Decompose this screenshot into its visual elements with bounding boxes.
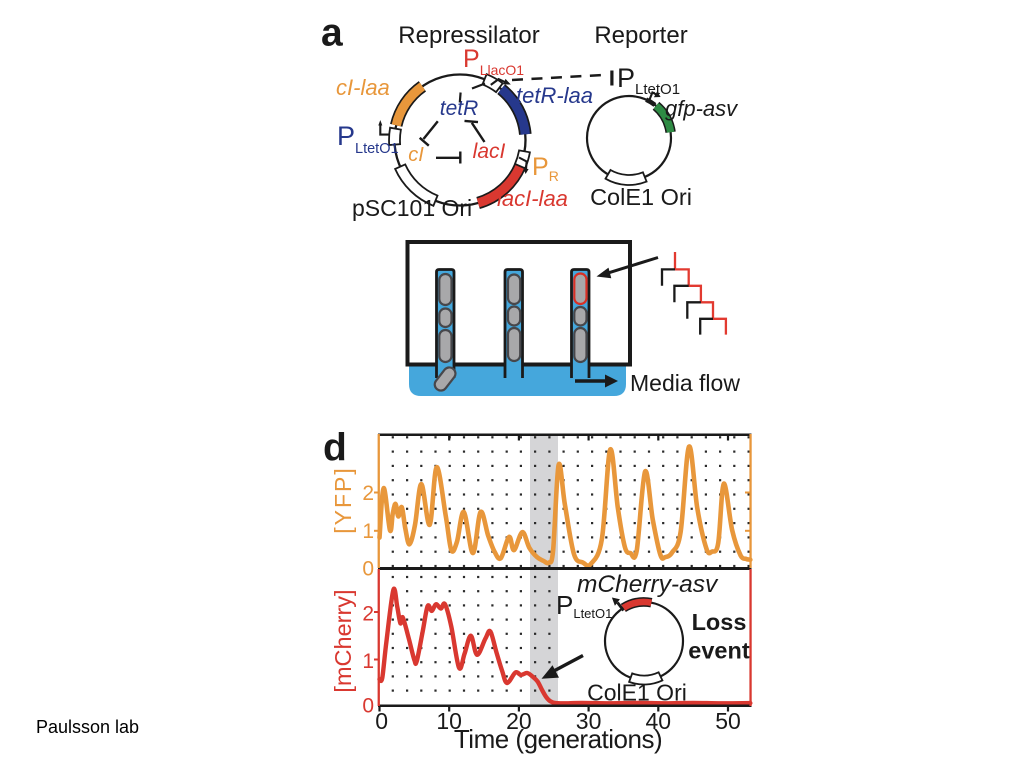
svg-text:tetR: tetR	[440, 97, 479, 120]
svg-text:10: 10	[436, 708, 462, 734]
svg-text:Repressilator: Repressilator	[398, 22, 539, 49]
svg-text:2: 2	[362, 482, 374, 505]
svg-text:lacI-laa: lacI-laa	[497, 186, 568, 211]
svg-text:pSC101 Ori: pSC101 Ori	[352, 195, 472, 221]
svg-text:d: d	[323, 427, 347, 470]
svg-text:30: 30	[576, 708, 602, 734]
svg-text:cI: cI	[408, 144, 424, 166]
svg-text:cI-laa: cI-laa	[336, 75, 390, 100]
svg-text:Reporter: Reporter	[594, 22, 687, 49]
svg-text:0: 0	[362, 558, 374, 581]
svg-text:[YFP]: [YFP]	[330, 466, 356, 534]
svg-text:0: 0	[375, 708, 388, 734]
svg-text:tetR-laa: tetR-laa	[516, 83, 593, 108]
svg-text:gfp-asv: gfp-asv	[665, 96, 739, 121]
svg-text:Time (generations): Time (generations)	[454, 724, 662, 754]
svg-text:[mCherry]: [mCherry]	[330, 589, 356, 692]
svg-text:event: event	[688, 638, 750, 664]
svg-text:40: 40	[646, 708, 672, 734]
svg-text:Paulsson lab: Paulsson lab	[36, 717, 139, 737]
svg-text:0: 0	[362, 695, 374, 718]
svg-text:1: 1	[362, 650, 374, 673]
svg-text:ColE1 Ori: ColE1 Ori	[587, 680, 687, 706]
svg-text:ColE1 Ori: ColE1 Ori	[590, 184, 692, 210]
svg-text:lacI: lacI	[473, 140, 506, 163]
svg-text:Media flow: Media flow	[630, 370, 740, 396]
svg-text:Loss: Loss	[692, 609, 747, 635]
svg-text:50: 50	[715, 708, 741, 734]
svg-text:1: 1	[362, 520, 374, 543]
svg-text:20: 20	[506, 708, 532, 734]
svg-text:2: 2	[362, 603, 374, 626]
svg-text:mCherry-asv: mCherry-asv	[577, 571, 719, 598]
svg-text:a: a	[321, 12, 343, 55]
